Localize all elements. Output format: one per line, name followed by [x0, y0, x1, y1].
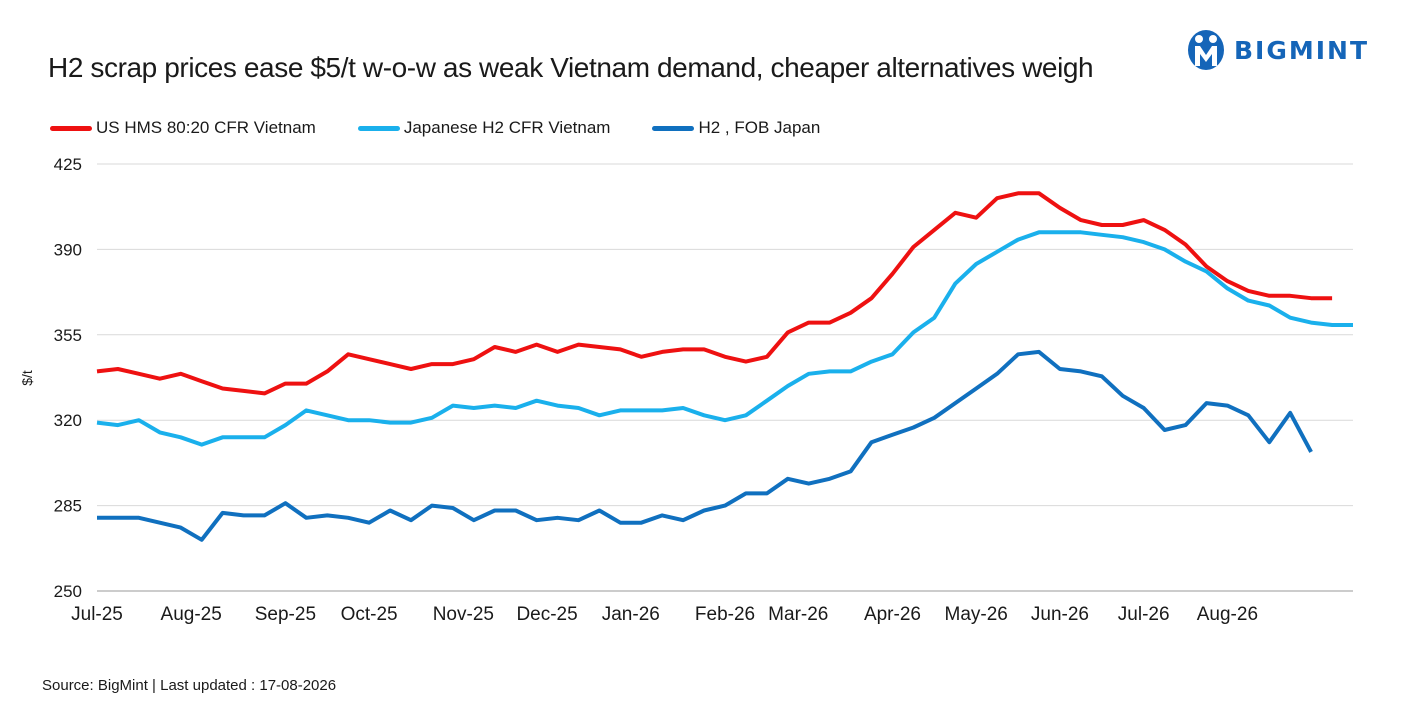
- x-tick-label-feb-26: Feb-26: [695, 604, 755, 625]
- legend-label-us-hms: US HMS 80:20 CFR Vietnam: [96, 118, 316, 137]
- chart-legend: US HMS 80:20 CFR Vietnam Japanese H2 CFR…: [50, 116, 862, 140]
- legend-label-japanese-h2: Japanese H2 CFR Vietnam: [403, 118, 611, 137]
- x-tick-label-aug-26: Aug-26: [1197, 604, 1258, 625]
- source-note: Source: BigMint | Last updated : 17-08-2…: [42, 677, 337, 694]
- legend-item-h2-fob: H2 , FOB Japan: [652, 118, 820, 138]
- y-axis-label: $/t: [19, 370, 35, 386]
- series-line-h2-fob-japan: [97, 349, 1313, 542]
- chart-title: H2 scrap prices ease $5/t w-o-w as weak …: [48, 52, 1094, 83]
- legend-swatch-h2-fob: [652, 125, 695, 131]
- x-tick-label-jul-26: Jul-26: [1118, 604, 1170, 625]
- series-line-japanese-h2-cfr-vietnam: [96, 230, 1353, 447]
- legend-swatch-japanese-h2: [357, 125, 400, 131]
- legend-swatch-us-hms: [50, 125, 92, 131]
- x-tick-label-mar-26: Mar-26: [768, 604, 828, 625]
- brand-logo[interactable]: BIGMINT: [1186, 28, 1369, 72]
- y-tick-label-355: 355: [54, 326, 82, 345]
- brand-name: BIGMINT: [1234, 35, 1370, 65]
- series-line-us-hms-80-20-cfr-vietnam: [96, 191, 1333, 396]
- x-tick-label-may-26: May-26: [945, 604, 1008, 625]
- x-tick-label-oct-25: Oct-25: [341, 604, 398, 625]
- x-tick-label-dec-25: Dec-25: [516, 604, 577, 625]
- y-tick-label-425: 425: [54, 155, 82, 174]
- y-tick-label-250: 250: [54, 582, 82, 601]
- legend-item-us-hms: US HMS 80:20 CFR Vietnam: [50, 118, 316, 138]
- legend-label-h2-fob: H2 , FOB Japan: [698, 118, 821, 137]
- x-tick-label-jan-26: Jan-26: [602, 604, 660, 625]
- bigmint-logo-icon: [1188, 30, 1224, 70]
- x-tick-label-nov-25: Nov-25: [433, 604, 494, 625]
- y-tick-label-285: 285: [54, 497, 82, 516]
- x-tick-label-apr-26: Apr-26: [864, 604, 921, 625]
- x-tick-label-jul-25: Jul-25: [71, 604, 123, 625]
- x-tick-label-aug-25: Aug-25: [161, 604, 222, 625]
- y-tick-label-390: 390: [54, 240, 82, 259]
- y-tick-label-320: 320: [54, 411, 82, 430]
- legend-item-japanese-h2: Japanese H2 CFR Vietnam: [357, 118, 611, 138]
- x-tick-label-jun-26: Jun-26: [1031, 604, 1089, 625]
- x-tick-label-sep-25: Sep-25: [255, 604, 316, 625]
